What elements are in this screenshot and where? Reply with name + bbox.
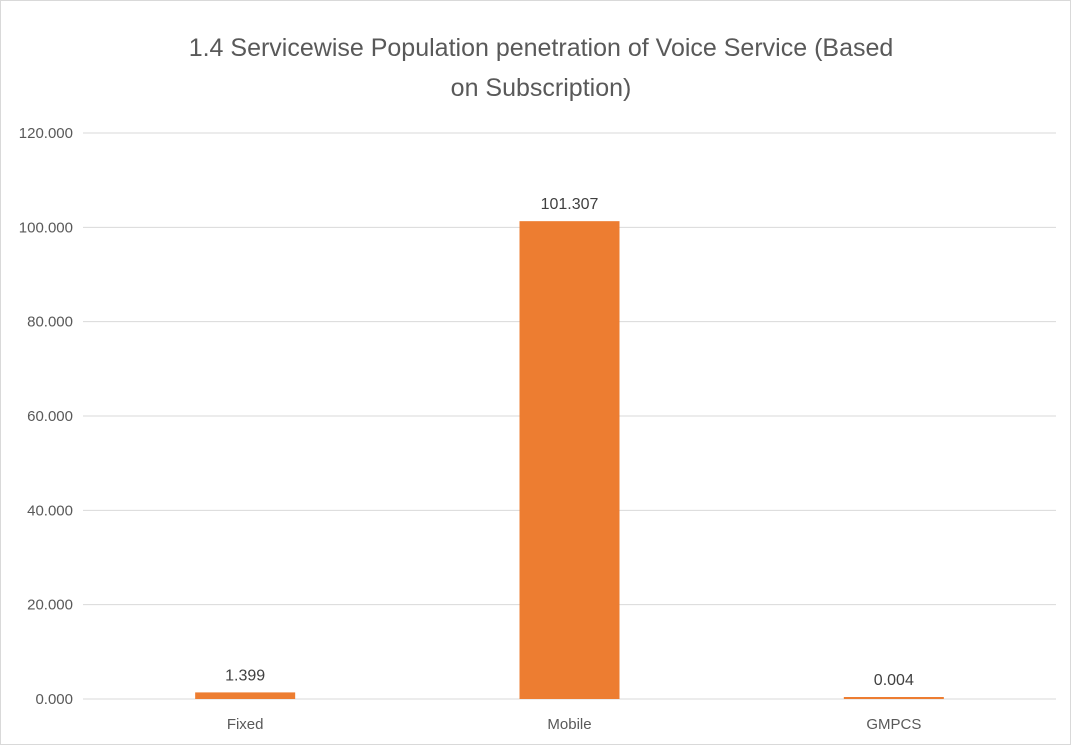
y-tick-label: 0.000 [35, 691, 73, 708]
y-tick-label: 40.000 [27, 502, 73, 519]
y-tick-label: 80.000 [27, 314, 73, 331]
data-label-gmpcs: 0.004 [874, 672, 914, 689]
bar-fixed [195, 692, 296, 699]
y-tick-label: 20.000 [27, 597, 73, 614]
x-tick-label-fixed: Fixed [227, 716, 264, 733]
bars [195, 221, 944, 700]
y-axis-tick-labels: 0.000 20.000 40.000 60.000 80.000 100.000 120.… [19, 125, 73, 708]
y-tick-label: 120.000 [19, 125, 73, 142]
data-labels: 1.399 101.307 0.004 [225, 196, 914, 689]
chart-title-line-1: 1.4 Servicewise Population penetration o… [189, 34, 894, 62]
bar-gmpcs [843, 697, 944, 699]
x-tick-label-gmpcs: GMPCS [866, 716, 921, 733]
chart-title-line-2: on Subscription) [451, 74, 632, 102]
x-tick-label-mobile: Mobile [547, 716, 591, 733]
y-tick-label: 100.000 [19, 219, 73, 236]
x-axis-tick-labels: Fixed Mobile GMPCS [227, 716, 922, 733]
data-label-fixed: 1.399 [225, 667, 265, 684]
y-tick-label: 60.000 [27, 408, 73, 425]
bar-mobile [519, 221, 620, 700]
chart-title: 1.4 Servicewise Population penetration o… [189, 34, 894, 102]
data-label-mobile: 101.307 [541, 196, 599, 213]
